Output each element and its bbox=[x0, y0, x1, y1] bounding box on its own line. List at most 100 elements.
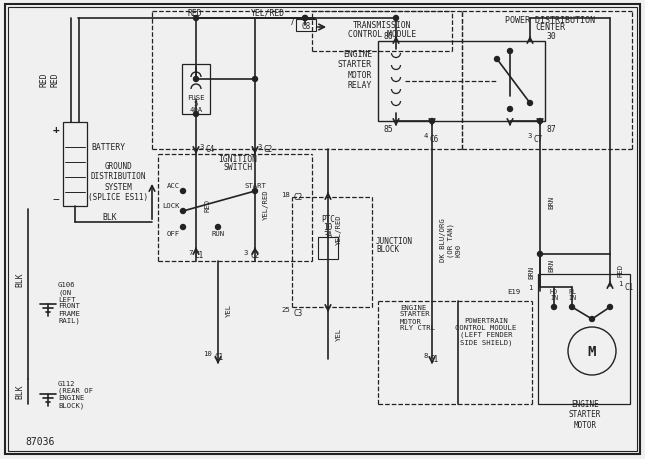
Text: ENGINE
STARTER
MOTOR
RLY CTRL: ENGINE STARTER MOTOR RLY CTRL bbox=[400, 304, 435, 331]
Text: DK BLU/ORG: DK BLU/ORG bbox=[440, 218, 446, 261]
Text: C3: C3 bbox=[293, 308, 303, 317]
Text: BLOCK: BLOCK bbox=[376, 245, 399, 254]
Circle shape bbox=[537, 252, 542, 257]
Text: C7: C7 bbox=[534, 134, 543, 143]
Text: YEL/RED: YEL/RED bbox=[263, 189, 269, 220]
Text: RED: RED bbox=[188, 8, 203, 17]
Text: C1: C1 bbox=[194, 251, 203, 260]
Text: TRANSMISSION: TRANSMISSION bbox=[353, 21, 412, 29]
Text: 8: 8 bbox=[424, 352, 428, 358]
Text: RUN: RUN bbox=[212, 230, 224, 236]
Text: K90: K90 bbox=[456, 243, 462, 256]
Circle shape bbox=[194, 77, 199, 82]
Text: CENTER: CENTER bbox=[535, 22, 565, 31]
Text: RED: RED bbox=[50, 73, 59, 87]
Circle shape bbox=[393, 17, 399, 22]
Circle shape bbox=[528, 101, 533, 106]
Circle shape bbox=[590, 317, 595, 322]
Text: SWITCH: SWITCH bbox=[223, 162, 253, 171]
Circle shape bbox=[181, 225, 186, 230]
Text: G112
(REAR OF
ENGINE
BLOCK): G112 (REAR OF ENGINE BLOCK) bbox=[58, 380, 93, 408]
Text: BLK: BLK bbox=[15, 272, 25, 287]
Text: ENGINE
STARTER
MOTOR
RELAY: ENGINE STARTER MOTOR RELAY bbox=[338, 50, 372, 90]
Text: C2: C2 bbox=[293, 193, 303, 202]
Text: G106
(ON
LEFT
FRONT
FRAME
RAIL): G106 (ON LEFT FRONT FRAME RAIL) bbox=[58, 281, 80, 323]
Circle shape bbox=[194, 17, 199, 22]
Text: BRN: BRN bbox=[528, 265, 534, 278]
Text: RED: RED bbox=[39, 73, 48, 87]
Bar bbox=[318, 237, 338, 259]
Text: 7: 7 bbox=[290, 17, 294, 27]
Circle shape bbox=[495, 57, 499, 62]
Text: 25: 25 bbox=[281, 306, 290, 312]
Text: C4: C4 bbox=[205, 145, 214, 154]
Text: POWERTRAIN
CONTROL MODULE
(LEFT FENDER
SIDE SHIELD): POWERTRAIN CONTROL MODULE (LEFT FENDER S… bbox=[455, 317, 517, 345]
Text: YEL/RED: YEL/RED bbox=[251, 8, 285, 17]
Text: PL
IN: PL IN bbox=[568, 288, 576, 301]
Text: C6: C6 bbox=[430, 134, 439, 143]
Text: 87036: 87036 bbox=[25, 436, 54, 446]
Text: 40A: 40A bbox=[190, 107, 203, 113]
Text: 10: 10 bbox=[203, 350, 212, 356]
Text: 10: 10 bbox=[323, 223, 333, 232]
Text: 3: 3 bbox=[258, 144, 263, 150]
Text: C2: C2 bbox=[264, 145, 273, 154]
Text: CONTROL MODULE: CONTROL MODULE bbox=[348, 29, 416, 39]
Text: 1: 1 bbox=[618, 280, 622, 286]
Text: YEL: YEL bbox=[336, 327, 342, 340]
Circle shape bbox=[537, 119, 542, 124]
Circle shape bbox=[181, 189, 186, 194]
Text: BRN: BRN bbox=[548, 258, 554, 271]
Text: M: M bbox=[588, 344, 596, 358]
Circle shape bbox=[570, 305, 575, 310]
Text: BLK: BLK bbox=[15, 384, 25, 398]
Text: 5: 5 bbox=[194, 101, 198, 107]
Text: C1: C1 bbox=[214, 352, 223, 361]
Text: GROUND
DISTRIBUTION
SYSTEM
(SPLICE ES11): GROUND DISTRIBUTION SYSTEM (SPLICE ES11) bbox=[88, 162, 148, 202]
Text: ENGINE
STARTER
MOTOR: ENGINE STARTER MOTOR bbox=[569, 399, 601, 429]
Text: 85: 85 bbox=[383, 124, 393, 133]
Text: LOCK: LOCK bbox=[163, 202, 180, 208]
Text: +: + bbox=[53, 125, 59, 134]
Circle shape bbox=[551, 305, 557, 310]
Text: 7: 7 bbox=[188, 249, 192, 256]
Circle shape bbox=[252, 189, 257, 194]
Circle shape bbox=[303, 17, 308, 22]
Text: 86: 86 bbox=[383, 31, 393, 40]
Bar bbox=[63, 123, 87, 207]
Text: BATTERY: BATTERY bbox=[91, 142, 125, 151]
Text: OFF: OFF bbox=[167, 230, 180, 236]
Text: IGNITION: IGNITION bbox=[219, 155, 257, 164]
Text: POWER DISTRIBUTION: POWER DISTRIBUTION bbox=[505, 16, 595, 24]
Bar bbox=[538, 274, 630, 404]
Text: (OR TAN): (OR TAN) bbox=[448, 222, 455, 257]
Text: RED: RED bbox=[204, 198, 210, 211]
Text: E19: E19 bbox=[507, 288, 520, 294]
Bar bbox=[296, 20, 316, 32]
Circle shape bbox=[194, 112, 199, 117]
Text: 3: 3 bbox=[528, 133, 532, 139]
Text: BRN: BRN bbox=[548, 195, 554, 208]
Text: START: START bbox=[244, 183, 266, 189]
Text: C8: C8 bbox=[301, 22, 311, 30]
Circle shape bbox=[181, 209, 186, 214]
Text: PTC: PTC bbox=[321, 215, 335, 224]
Text: 18: 18 bbox=[281, 191, 290, 197]
Circle shape bbox=[508, 107, 513, 112]
Text: C2: C2 bbox=[250, 251, 259, 260]
Circle shape bbox=[608, 305, 613, 310]
Circle shape bbox=[252, 77, 257, 82]
Text: −: − bbox=[53, 195, 59, 205]
Text: YEL: YEL bbox=[226, 303, 232, 316]
Circle shape bbox=[430, 119, 435, 124]
Text: 87: 87 bbox=[547, 124, 557, 133]
Text: 4: 4 bbox=[424, 133, 428, 139]
Circle shape bbox=[215, 225, 221, 230]
Text: ACC: ACC bbox=[167, 183, 180, 189]
Bar bbox=[182, 65, 210, 115]
Text: 3: 3 bbox=[199, 144, 203, 150]
Text: JUNCTION: JUNCTION bbox=[376, 237, 413, 246]
Circle shape bbox=[508, 50, 513, 54]
Text: RED: RED bbox=[618, 263, 624, 276]
Text: HD
IN: HD IN bbox=[550, 288, 558, 301]
